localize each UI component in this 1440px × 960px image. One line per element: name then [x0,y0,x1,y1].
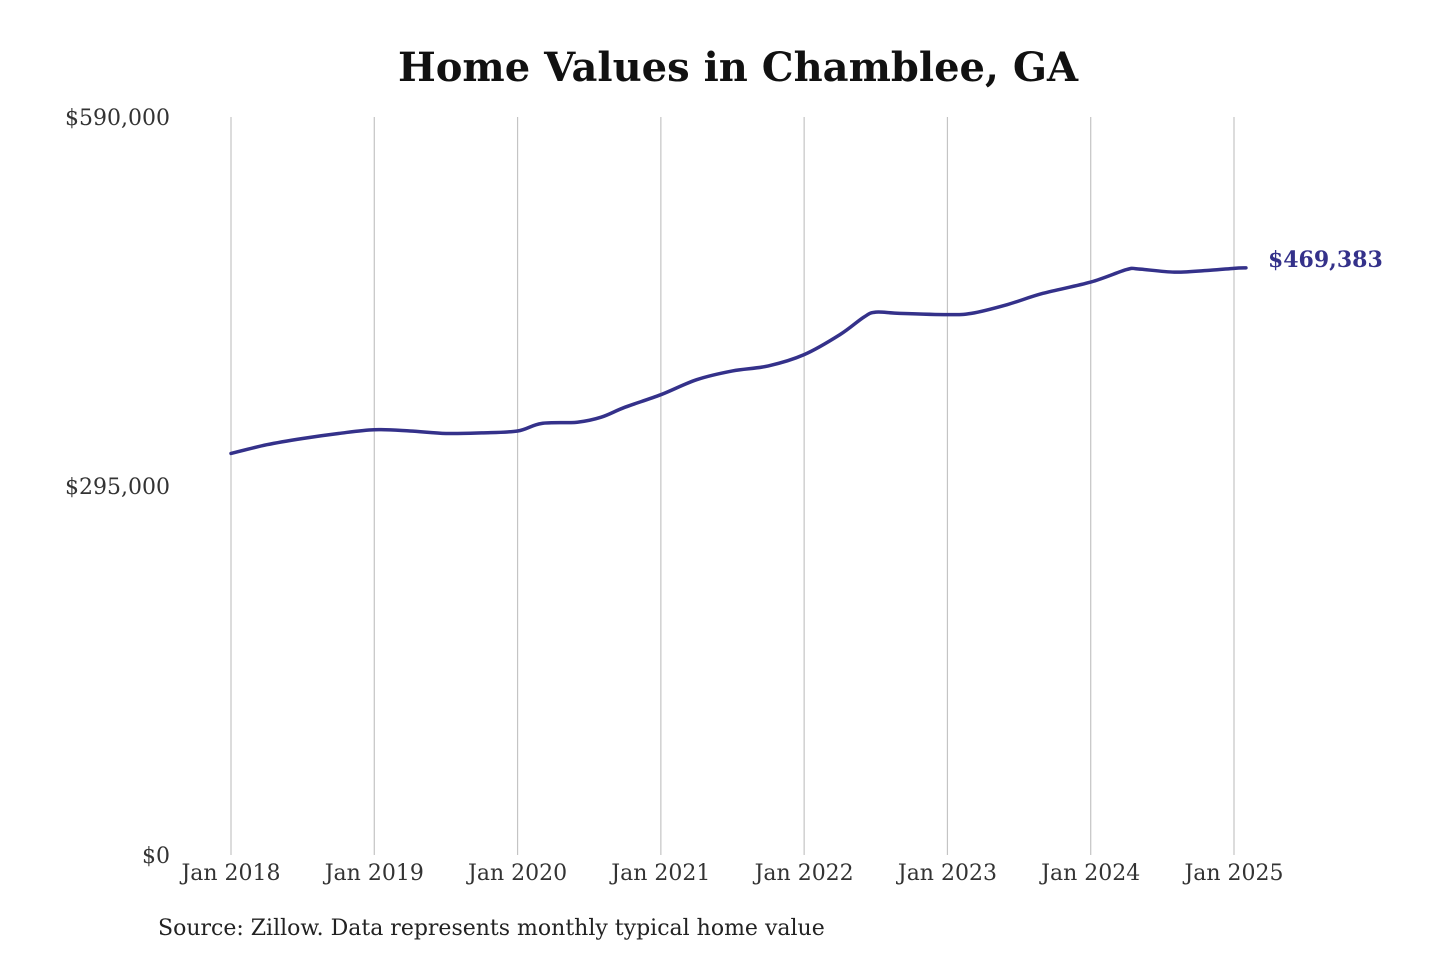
end-value-label: $469,383 [1268,247,1383,273]
x-axis: Jan 2018 Jan 2019 Jan 2020 Jan 2021 Jan 2022… [179,861,1283,886]
x-tick-label: Jan 2019 [323,861,424,886]
grid-lines [230,117,1235,855]
end-label-layer: $469,383 [1268,247,1383,273]
y-axis: $590,000 $295,000 $0 [65,106,170,869]
y-tick-label: $590,000 [65,106,170,131]
y-tick-label: $295,000 [65,475,170,500]
chart-title: Home Values in Chamblee, GA [397,44,1079,91]
x-tick-label: Jan 2018 [179,861,280,886]
x-tick-label: Jan 2022 [753,861,854,886]
series-layer [229,266,1248,456]
home-value-line [229,266,1248,456]
y-tick-label: $0 [142,844,170,869]
x-tick-label: Jan 2020 [466,861,567,886]
x-tick-label: Jan 2021 [609,861,710,886]
x-tick-label: Jan 2023 [896,861,997,886]
source-note: Source: Zillow. Data represents monthly … [158,916,825,941]
x-tick-label: Jan 2025 [1182,861,1283,886]
x-tick-label: Jan 2024 [1039,861,1140,886]
